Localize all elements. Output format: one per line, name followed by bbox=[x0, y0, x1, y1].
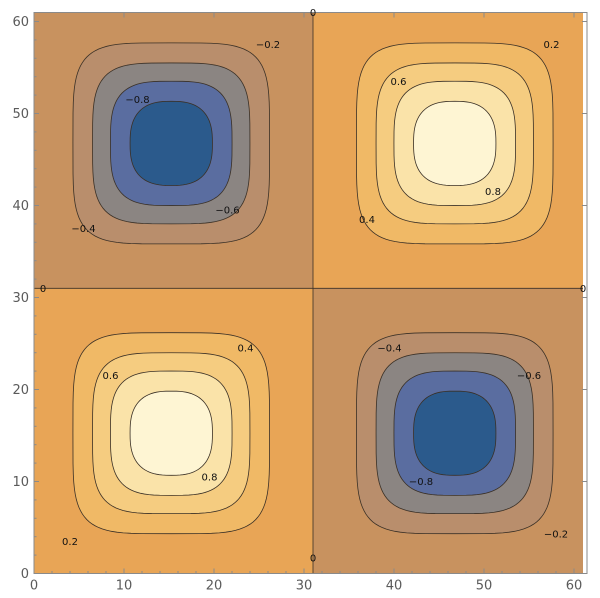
x-tick-label-0: 0 bbox=[30, 579, 38, 594]
contour-line-1-1 bbox=[356, 42, 554, 245]
contour-line-layer bbox=[34, 12, 583, 574]
x-tick-label-4: 40 bbox=[386, 579, 403, 594]
contour-label-1: −0.2 bbox=[256, 40, 280, 51]
y-tick-label-6: 60 bbox=[12, 15, 29, 30]
y-tick-label-1: 10 bbox=[12, 475, 29, 490]
contour-label-14: −0.6 bbox=[517, 371, 541, 382]
contour-label-7: −0.4 bbox=[71, 224, 95, 235]
contour-line-3-4 bbox=[413, 390, 497, 476]
contour-line-3-3 bbox=[393, 370, 516, 496]
plot-frame bbox=[33, 12, 588, 574]
contour-region-0-4 bbox=[130, 101, 213, 186]
contour-label-13: 0.6 bbox=[103, 371, 119, 382]
contour-label-17: 0.2 bbox=[62, 537, 78, 548]
contour-region-3-4 bbox=[413, 391, 496, 476]
x-tick-label-5: 50 bbox=[476, 579, 493, 594]
y-tick-label-3: 30 bbox=[12, 291, 29, 306]
contour-label-0: 0 bbox=[310, 8, 316, 19]
contour-line-2-4 bbox=[129, 390, 213, 476]
contour-line-1-2 bbox=[375, 62, 534, 225]
contour-line-0-4 bbox=[129, 100, 213, 186]
axis-ticks: 0 10 20 30 40 50 60 0 10 20 30 40 50 60 bbox=[12, 12, 587, 594]
contour-label-15: 0.8 bbox=[202, 472, 218, 483]
contour-line-3-1 bbox=[356, 332, 554, 535]
contour-label-6: −0.6 bbox=[215, 206, 239, 217]
contour-line-1-4 bbox=[413, 100, 497, 186]
contour-label-2: 0.2 bbox=[544, 40, 560, 51]
x-tick-label-2: 20 bbox=[206, 579, 223, 594]
contour-label-9: 0 bbox=[40, 284, 46, 295]
contour-line-0-1 bbox=[72, 42, 270, 245]
contour-line-2-3 bbox=[110, 370, 233, 496]
y-tick-label-5: 50 bbox=[12, 107, 29, 122]
contour-line-0-2 bbox=[92, 62, 251, 225]
contour-line-0-3 bbox=[110, 80, 233, 206]
contour-line-1-3 bbox=[393, 80, 516, 206]
contour-line-2-1 bbox=[72, 332, 270, 535]
contour-line-3-2 bbox=[375, 352, 534, 515]
contour-label-12: 0.4 bbox=[238, 344, 254, 355]
x-tick-label-1: 10 bbox=[116, 579, 133, 594]
y-tick-label-0: 0 bbox=[21, 567, 29, 582]
contour-line-2-2 bbox=[92, 352, 251, 515]
contour-label-18: −0.2 bbox=[544, 529, 568, 540]
contour-label-19: 0 bbox=[310, 553, 316, 564]
x-tick-label-6: 60 bbox=[566, 579, 583, 594]
y-tick-label-4: 40 bbox=[12, 199, 29, 214]
contour-labels: 0 −0.2 0.2 −0.8 0.6 0.8 −0.6 −0.4 0.4 0 0 −0.4 0.4 0.… bbox=[40, 8, 586, 565]
contour-label-10: 0 bbox=[580, 284, 586, 295]
x-tick-label-3: 30 bbox=[296, 579, 313, 594]
y-tick-label-2: 20 bbox=[12, 383, 29, 398]
contour-label-16: −0.8 bbox=[409, 477, 433, 488]
contour-label-5: 0.8 bbox=[485, 187, 501, 198]
contour-region-1-4 bbox=[413, 101, 496, 186]
contour-label-11: −0.4 bbox=[377, 344, 401, 355]
contour-label-8: 0.4 bbox=[359, 215, 375, 226]
contour-fill-layer bbox=[34, 12, 583, 574]
contour-region-2-4 bbox=[130, 391, 213, 476]
contour-label-3: −0.8 bbox=[125, 95, 149, 106]
contour-label-4: 0.6 bbox=[391, 77, 407, 88]
